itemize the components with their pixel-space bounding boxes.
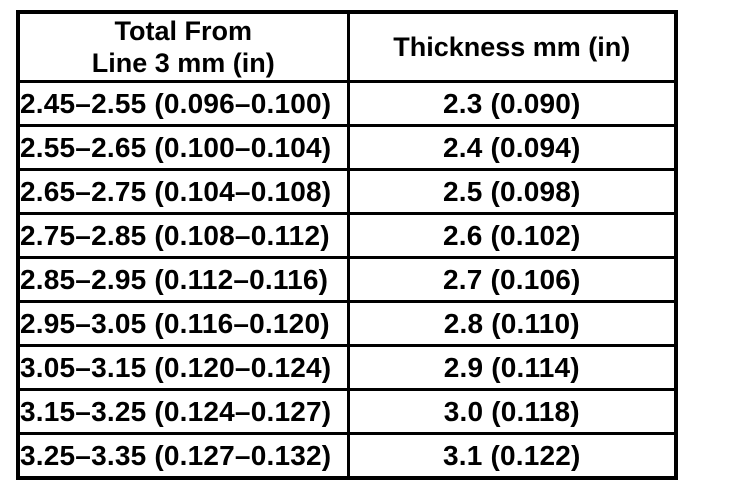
thickness-cell: 2.4 (0.094)	[346, 124, 678, 171]
thickness-cell: 2.5 (0.098)	[346, 168, 678, 215]
table-row: 2.75–2.85 (0.108–0.112) 2.6 (0.102)	[16, 212, 678, 259]
table-row: 2.95–3.05 (0.116–0.120) 2.8 (0.110)	[16, 300, 678, 347]
total-from-cell: 2.55–2.65 (0.100–0.104)	[16, 124, 350, 171]
col-header-total-from-line-3-line2: Line 3 mm (in)	[91, 48, 275, 78]
thickness-cell: 2.7 (0.106)	[346, 256, 678, 303]
header-row: Total From Line 3 mm (in) Thickness mm (…	[16, 10, 678, 83]
thickness-spec-table: Total From Line 3 mm (in) Thickness mm (…	[16, 10, 678, 480]
table-row: 3.25–3.35 (0.127–0.132) 3.1 (0.122)	[16, 432, 678, 480]
table-row: 2.85–2.95 (0.112–0.116) 2.7 (0.106)	[16, 256, 678, 303]
table-row: 3.05–3.15 (0.120–0.124) 2.9 (0.114)	[16, 344, 678, 391]
total-from-cell: 3.25–3.35 (0.127–0.132)	[16, 432, 350, 480]
table-row: 2.55–2.65 (0.100–0.104) 2.4 (0.094)	[16, 124, 678, 171]
thickness-cell: 3.0 (0.118)	[346, 388, 678, 435]
total-from-cell: 2.85–2.95 (0.112–0.116)	[16, 256, 350, 303]
col-header-total-from-line-3-line1: Total From	[114, 16, 253, 46]
col-header-thickness: Thickness mm (in)	[346, 10, 678, 83]
total-from-cell: 2.75–2.85 (0.108–0.112)	[16, 212, 350, 259]
total-from-cell: 2.95–3.05 (0.116–0.120)	[16, 300, 350, 347]
total-from-cell: 2.45–2.55 (0.096–0.100)	[16, 80, 350, 127]
thickness-cell: 2.9 (0.114)	[346, 344, 678, 391]
thickness-cell: 2.6 (0.102)	[346, 212, 678, 259]
table-row: 2.65–2.75 (0.104–0.108) 2.5 (0.098)	[16, 168, 678, 215]
col-header-total-from-line-3: Total From Line 3 mm (in)	[16, 10, 350, 83]
total-from-cell: 3.05–3.15 (0.120–0.124)	[16, 344, 350, 391]
thickness-cell: 2.3 (0.090)	[346, 80, 678, 127]
thickness-cell: 2.8 (0.110)	[346, 300, 678, 347]
thickness-cell: 3.1 (0.122)	[346, 432, 678, 480]
total-from-cell: 2.65–2.75 (0.104–0.108)	[16, 168, 350, 215]
table-row: 2.45–2.55 (0.096–0.100) 2.3 (0.090)	[16, 80, 678, 127]
total-from-cell: 3.15–3.25 (0.124–0.127)	[16, 388, 350, 435]
table-row: 3.15–3.25 (0.124–0.127) 3.0 (0.118)	[16, 388, 678, 435]
